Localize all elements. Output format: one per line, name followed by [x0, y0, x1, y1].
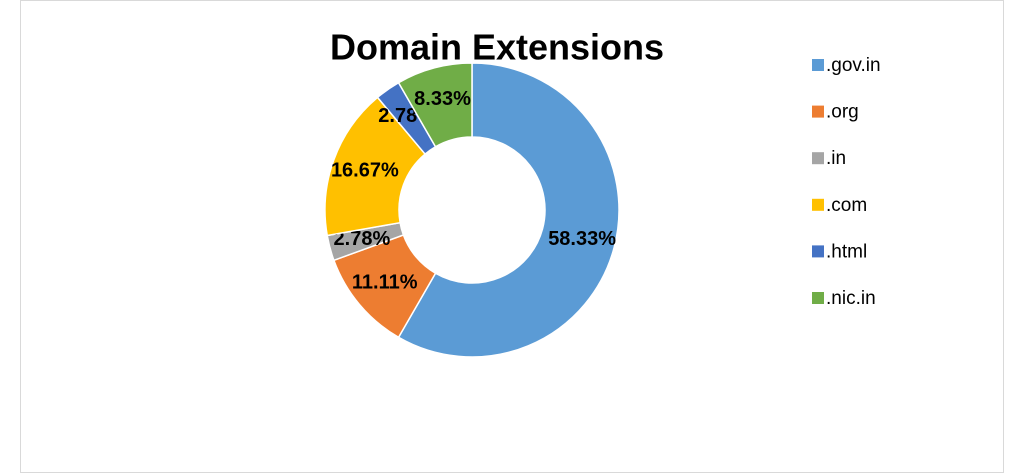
slice — [397, 62, 473, 148]
legend-swatch — [812, 292, 824, 304]
data-label: 2.78% — [334, 228, 391, 250]
legend-swatch — [812, 105, 824, 118]
data-label: 8.33% — [414, 88, 471, 110]
data-label: 16.67% — [331, 159, 399, 181]
data-label: 11.11% — [352, 272, 418, 294]
legend-label: .html — [826, 241, 867, 262]
legend-label: .org — [826, 102, 859, 123]
legend-label: .in — [826, 148, 846, 169]
legend-label: .nic.in — [826, 288, 876, 309]
slice — [324, 96, 427, 237]
legend-swatch — [812, 152, 824, 165]
legend-swatch — [812, 245, 824, 258]
data-label: 58.33% — [548, 228, 616, 250]
legend-swatch — [812, 59, 824, 71]
legend-label: .gov.in — [826, 55, 881, 76]
chart-title: Domain Extensions — [330, 27, 664, 68]
legend-swatch — [812, 198, 824, 211]
legend-label: .com — [826, 195, 867, 216]
slice — [397, 62, 620, 358]
